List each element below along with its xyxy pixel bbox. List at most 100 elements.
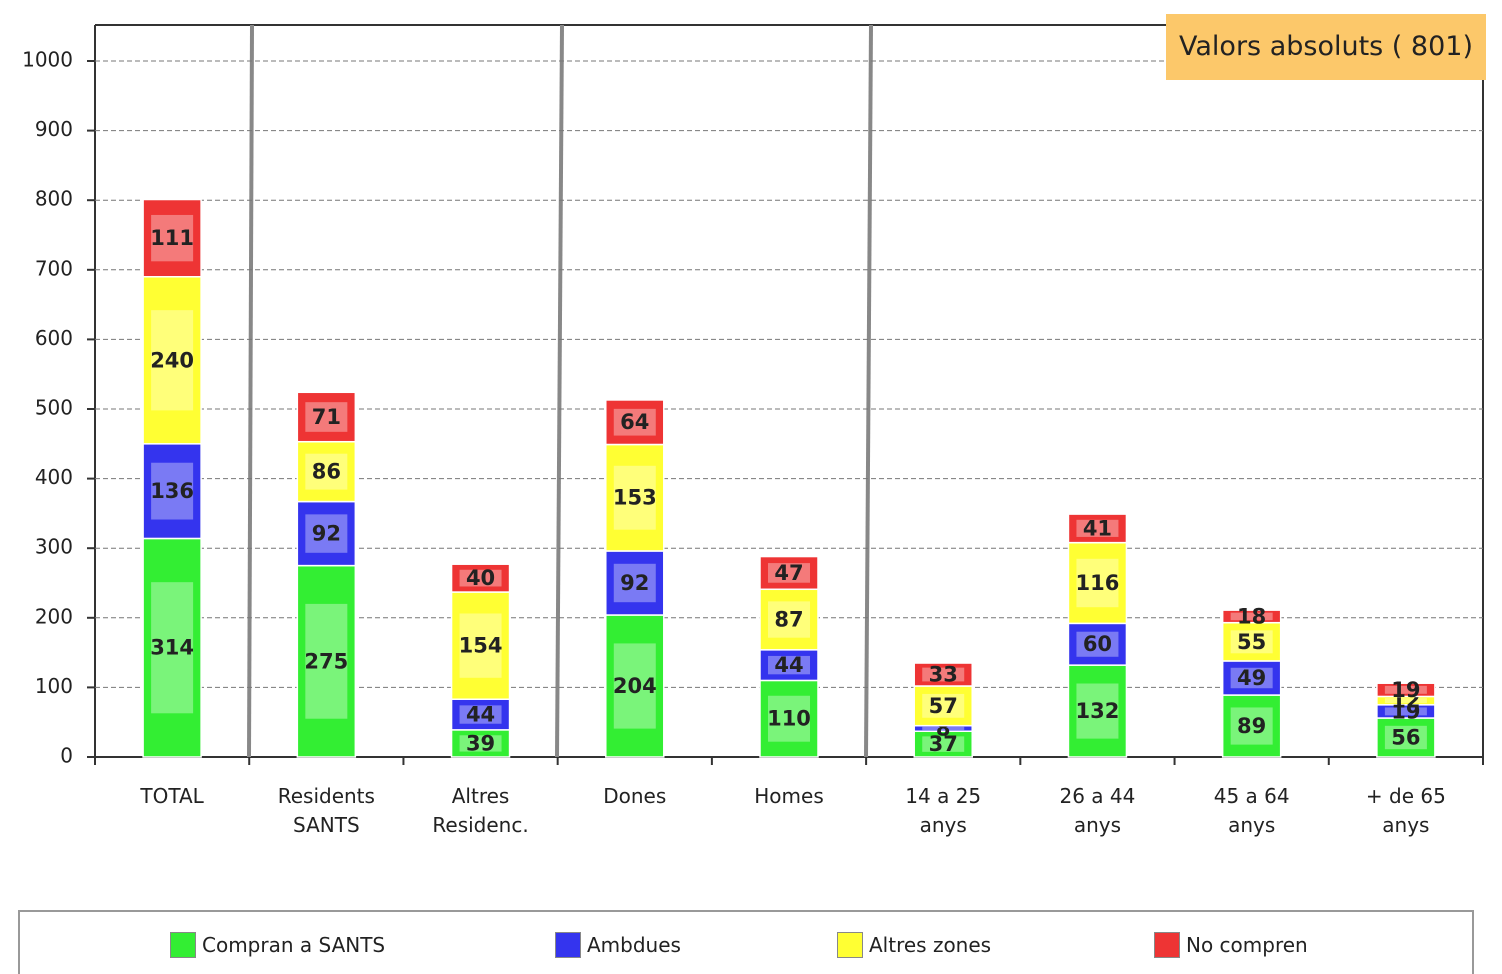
x-tick-label: 14 a 25 anys [905,784,982,837]
bar-shine [768,563,810,583]
legend-item: Ambdues [555,932,681,958]
data-label: 40 [466,566,495,590]
bar-segment [913,662,973,687]
y-tick-label: 900 [35,117,73,141]
bar-shine [305,514,348,553]
data-label: 19 [1391,678,1420,702]
bar-segment [759,555,819,591]
bar-shine [151,582,194,714]
data-label: 92 [312,522,341,546]
bar-segment [759,649,819,682]
bar-segment [296,391,357,443]
legend-item: No compren [1154,932,1308,958]
data-label: 64 [620,410,649,434]
data-label: 89 [1237,714,1266,738]
bar-shine [1384,707,1427,716]
bar-shine [1230,707,1273,745]
data-label: 44 [466,703,495,727]
data-label: 111 [150,226,194,250]
data-label: 136 [150,479,194,503]
bar-shine [1230,667,1273,689]
separator [864,24,873,758]
y-tick-label: 600 [35,326,73,350]
bar-shine [305,453,348,490]
bar-segment [450,591,511,700]
data-label: 55 [1237,630,1266,654]
bar-segment [142,443,202,540]
bar-shine [1076,519,1119,537]
data-label: 275 [304,649,348,673]
legend-item: Compran a SANTS [170,932,385,958]
legend-item: Altres zones [837,932,991,958]
bar-shine [613,408,656,436]
y-tick-label: 800 [35,187,73,211]
bar-shine [1076,631,1119,657]
data-label: 18 [1237,604,1266,628]
data-label: 71 [312,405,341,429]
bar-segment [1221,621,1282,662]
data-label: 41 [1083,516,1112,540]
bar-shine [922,693,965,718]
bar-shine [768,655,810,675]
bar-segment [913,730,973,758]
data-label: 110 [767,707,811,731]
bar-segment [759,588,819,651]
legend-label: No compren [1186,933,1308,957]
data-label: 60 [1083,632,1112,656]
bar-segment [296,500,357,567]
data-label: 204 [613,674,657,698]
data-label: 57 [929,694,958,718]
bar-segment [605,550,665,616]
bar-shine [613,563,656,603]
separator [247,24,254,758]
data-label: 47 [774,561,803,585]
data-label: 116 [1076,571,1120,595]
separator [555,24,564,758]
x-tick-label: Altres Residenc. [432,784,529,837]
bar-segment [142,198,202,278]
bar-segment [142,537,202,758]
bar-segment [1376,682,1436,698]
legend-swatch [837,932,863,958]
bar-shine [922,726,965,731]
y-tick-label: 700 [35,256,73,280]
bar-shine [922,736,965,752]
data-label: 87 [774,608,803,632]
legend-swatch [170,932,196,958]
bar-segment [296,564,357,758]
bar-shine [151,214,194,262]
bar-shine [305,603,348,719]
bar-shine [1076,683,1119,739]
legend: Compran a SANTS Ambdues Altres zones No com… [18,910,1474,974]
legend-swatch [555,932,581,958]
y-tick-label: 0 [60,744,73,768]
bar-segment [605,614,665,758]
bar-shine [1230,612,1273,621]
data-label: 33 [929,663,958,687]
data-label: 39 [466,731,495,755]
bar-shine [1230,630,1273,654]
bar-shine [459,613,502,678]
bar-shine [1384,698,1427,704]
y-tick-label: 1000 [22,48,73,72]
bar-shine [1076,558,1119,608]
legend-label: Ambdues [587,933,681,957]
bar-segment [605,443,665,552]
x-tick-label: Dones [603,784,667,808]
bar-segment [296,440,357,503]
bar-shine [305,402,348,432]
bar-segment [1067,513,1128,544]
bar-shine [459,569,502,587]
bar-segment [1221,660,1282,696]
data-label: 56 [1391,726,1420,750]
bar-shine [459,705,502,724]
bar-shine [151,462,194,520]
data-label: 86 [312,460,341,484]
data-label: 154 [459,634,503,658]
x-tick-label: Homes [754,784,824,808]
data-label: 132 [1076,699,1120,723]
y-tick-label: 400 [35,465,73,489]
data-label: 314 [150,636,194,660]
bar-segment [1067,622,1128,666]
